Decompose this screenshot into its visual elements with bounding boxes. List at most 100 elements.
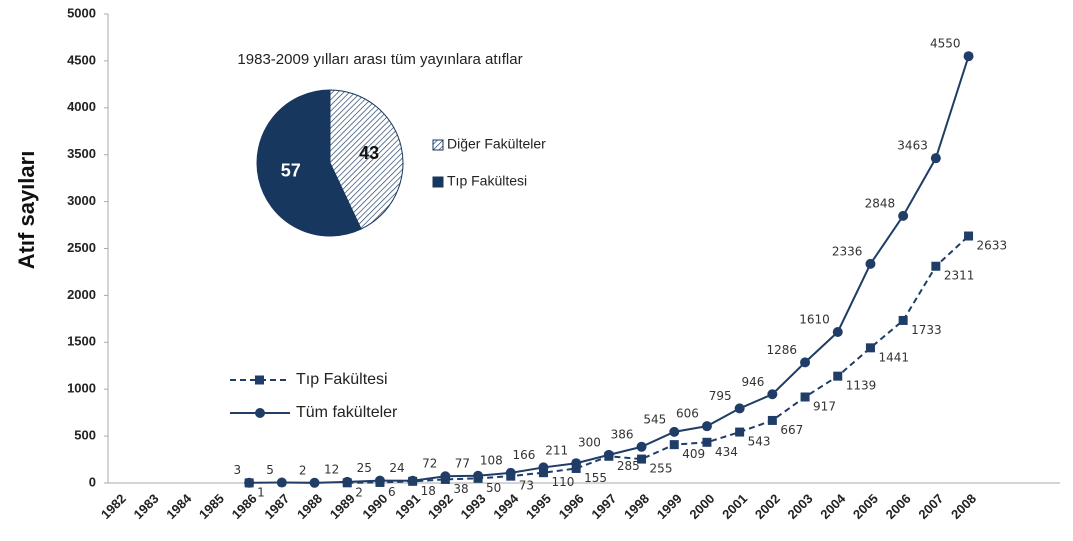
legend-label: Diğer Fakülteler [447, 136, 546, 152]
marker [244, 477, 255, 488]
data-label: 2311 [944, 269, 975, 283]
data-label: 108 [480, 453, 503, 467]
data-label: 545 [643, 412, 666, 426]
x-tick-label: 1982 [98, 491, 129, 522]
x-tick-label: 2007 [915, 491, 946, 522]
x-tick-label: 2001 [719, 491, 750, 522]
x-tick-label: 1984 [163, 490, 195, 522]
y-tick-label: 2500 [67, 240, 96, 255]
y-tick-label: 5000 [67, 5, 96, 20]
y-tick-label: 4000 [67, 99, 96, 114]
y-tick-label: 1000 [67, 381, 96, 396]
y-tick-label: 3500 [67, 146, 96, 161]
data-label: 285 [617, 459, 640, 473]
legend-label: Tıp Fakültesi [447, 173, 527, 189]
marker [832, 326, 843, 337]
legend-swatch [432, 139, 444, 151]
marker [701, 421, 712, 432]
data-label: 1286 [767, 343, 798, 357]
data-label: 211 [545, 444, 568, 458]
marker [964, 231, 974, 241]
marker [669, 440, 679, 450]
x-tick-label: 1990 [359, 491, 390, 522]
marker [767, 389, 778, 400]
data-label: 12 [324, 462, 339, 476]
x-tick-label: 1999 [654, 491, 685, 522]
x-tick-label: 1983 [131, 491, 162, 522]
marker [473, 470, 484, 481]
marker [440, 471, 451, 482]
y-tick-label: 3000 [67, 193, 96, 208]
pie-label: 43 [359, 143, 379, 163]
data-label: 2633 [977, 239, 1008, 253]
data-label: 1139 [846, 379, 877, 393]
data-label: 300 [578, 435, 601, 449]
x-tick-label: 1986 [229, 491, 260, 522]
marker [538, 462, 549, 473]
marker [931, 261, 941, 271]
data-label: 6 [388, 485, 396, 499]
legend-swatch [432, 176, 444, 188]
x-tick-label: 1996 [556, 491, 587, 522]
marker [636, 441, 647, 452]
marker [767, 415, 777, 425]
data-label: 795 [709, 389, 732, 403]
data-label: 3463 [897, 139, 928, 153]
marker [898, 210, 909, 221]
marker [734, 403, 745, 414]
marker [898, 315, 908, 325]
x-tick-label: 1987 [261, 491, 292, 522]
data-label: 1610 [799, 312, 830, 326]
data-label: 166 [513, 448, 536, 462]
x-tick-label: 2004 [817, 490, 849, 522]
x-tick-label: 2002 [752, 491, 783, 522]
marker [276, 477, 287, 488]
data-label: 255 [650, 462, 673, 476]
marker [865, 258, 876, 269]
data-label: 2 [299, 463, 307, 477]
x-tick-label: 2000 [686, 491, 717, 522]
x-tick-label: 2008 [948, 491, 979, 522]
data-label: 1 [257, 485, 265, 499]
data-label: 386 [611, 427, 634, 441]
x-tick-label: 1991 [392, 491, 423, 522]
series-line [347, 235, 970, 484]
y-tick-label: 2000 [67, 287, 96, 302]
x-tick-label: 1988 [294, 491, 325, 522]
x-tick-label: 1994 [490, 490, 522, 522]
data-label: 434 [715, 445, 738, 459]
data-label: 917 [813, 399, 836, 413]
marker [571, 458, 582, 469]
y-tick-label: 4500 [67, 52, 96, 67]
data-label: 4550 [930, 37, 961, 51]
marker [407, 475, 418, 486]
marker [538, 468, 548, 478]
pie-title: 1983-2009 yılları arası tüm yayınlara at… [237, 51, 522, 68]
x-tick-label: 2003 [785, 491, 816, 522]
data-label: 72 [422, 457, 437, 471]
marker [505, 467, 516, 478]
x-tick-label: 1989 [327, 491, 358, 522]
x-tick-label: 1997 [588, 491, 619, 522]
legend-marker [255, 375, 264, 385]
data-label: 2848 [865, 196, 896, 210]
data-label: 155 [584, 471, 607, 485]
data-label: 2336 [832, 244, 863, 258]
marker [342, 476, 353, 487]
data-label: 409 [682, 447, 705, 461]
data-label: 1441 [878, 350, 909, 364]
marker [963, 51, 974, 62]
x-tick-label: 2006 [883, 491, 914, 522]
x-tick-label: 2005 [850, 491, 881, 522]
pie-slice [256, 89, 362, 237]
data-label: 50 [486, 481, 501, 495]
data-label: 77 [455, 456, 470, 470]
x-tick-label: 1985 [196, 491, 227, 522]
marker [374, 475, 385, 486]
marker [800, 392, 810, 402]
data-label: 5 [266, 463, 274, 477]
legend-label: Tüm fakülteler [296, 404, 398, 421]
data-label: 543 [748, 435, 771, 449]
marker [637, 454, 647, 464]
